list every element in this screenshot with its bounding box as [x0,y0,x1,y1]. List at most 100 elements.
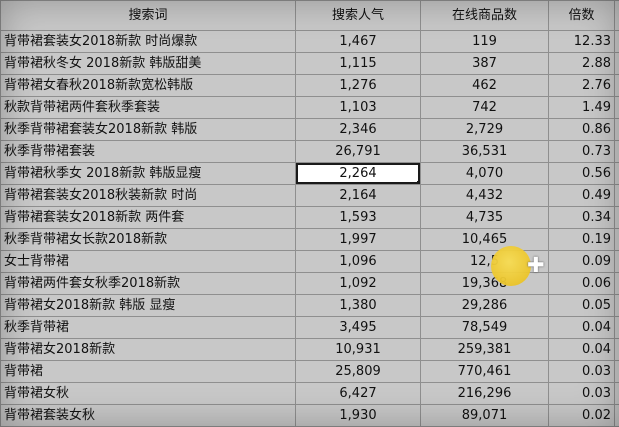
cell-search-term[interactable]: 背带裙套装女2018新款 时尚爆款 [0,30,296,53]
cell-search-term[interactable]: 秋款背带裙两件套秋季套装 [0,96,296,119]
cell-ratio[interactable]: 12.33 [548,30,615,53]
cell-product-count[interactable]: 742 [420,96,549,119]
cell-search-term[interactable]: 背带裙两件套女秋季2018新款 [0,272,296,295]
cell-next-column-sliver [614,30,619,53]
cell-search-term[interactable]: 背带裙秋冬女 2018新款 韩版甜美 [0,52,296,75]
table-row: 秋款背带裙两件套秋季套装 1,103 742 1.49 [0,96,619,119]
cell-next-column-sliver [614,184,619,207]
cell-product-count[interactable]: 4,070 [420,162,549,185]
table-row: 秋季背带裙套装 26,791 36,531 0.73 [0,140,619,163]
cell-ratio[interactable]: 1.49 [548,96,615,119]
table-body: 背带裙套装女2018新款 时尚爆款 1,467 119 12.33 背带裙秋冬女… [0,30,619,427]
cell-search-popularity[interactable]: 1,092 [295,272,421,295]
cell-ratio[interactable]: 0.49 [548,184,615,207]
cell-ratio[interactable]: 0.05 [548,294,615,317]
table-row: 背带裙套装女2018新款 两件套 1,593 4,735 0.34 [0,206,619,229]
cell-search-popularity[interactable]: 1,096 [295,250,421,273]
cell-search-popularity[interactable]: 10,931 [295,338,421,361]
cell-next-column-sliver [614,338,619,361]
cell-ratio[interactable]: 0.19 [548,228,615,251]
cell-search-term[interactable]: 女士背带裙 [0,250,296,273]
cell-product-count[interactable]: 216,296 [420,382,549,405]
cell-product-count[interactable]: 89,071 [420,404,549,427]
table-row: 背带裙套装女2018秋装新款 时尚 2,164 4,432 0.49 [0,184,619,207]
cell-next-column-sliver [614,162,619,185]
cell-product-count[interactable]: 2,729 [420,118,549,141]
cell-search-term[interactable]: 秋季背带裙套装女2018新款 韩版 [0,118,296,141]
cell-search-term[interactable]: 背带裙女春秋2018新款宽松韩版 [0,74,296,97]
cell-search-popularity[interactable]: 2,164 [295,184,421,207]
cell-search-popularity[interactable]: 1,467 [295,30,421,53]
cell-ratio[interactable]: 0.03 [548,360,615,383]
header-next-column-sliver [614,0,619,31]
cell-ratio[interactable]: 2.76 [548,74,615,97]
cell-product-count[interactable]: 770,461 [420,360,549,383]
cell-search-term[interactable]: 背带裙套装女秋 [0,404,296,427]
cell-search-term[interactable]: 背带裙女2018新款 [0,338,296,361]
cell-search-term[interactable]: 背带裙套装女2018秋装新款 时尚 [0,184,296,207]
cell-product-count[interactable]: 387 [420,52,549,75]
cell-search-term[interactable]: 背带裙 [0,360,296,383]
header-search-term[interactable]: 搜索词 [0,0,296,31]
cell-ratio[interactable]: 0.06 [548,272,615,295]
cell-product-count[interactable]: 119 [420,30,549,53]
table-row: 背带裙女秋 6,427 216,296 0.03 [0,382,619,405]
cell-ratio[interactable]: 0.04 [548,338,615,361]
cell-product-count[interactable]: 12,5 [420,250,549,273]
table-row: 女士背带裙 1,096 12,5 0.09 [0,250,619,273]
cell-next-column-sliver [614,294,619,317]
header-row: 搜索词 搜索人气 在线商品数 倍数 [0,0,619,31]
cell-search-popularity[interactable]: 1,103 [295,96,421,119]
cell-search-term[interactable]: 背带裙女秋 [0,382,296,405]
table-row: 背带裙女2018新款 韩版 显瘦 1,380 29,286 0.05 [0,294,619,317]
cell-search-popularity[interactable]: 3,495 [295,316,421,339]
cell-ratio[interactable]: 0.09 [548,250,615,273]
cell-search-popularity[interactable]: 1,930 [295,404,421,427]
cell-ratio[interactable]: 2.88 [548,52,615,75]
cell-search-term[interactable]: 背带裙女2018新款 韩版 显瘦 [0,294,296,317]
table-row: 背带裙女春秋2018新款宽松韩版 1,276 462 2.76 [0,74,619,97]
cell-search-popularity[interactable]: 2,346 [295,118,421,141]
cell-next-column-sliver [614,250,619,273]
header-product-count[interactable]: 在线商品数 [420,0,549,31]
cell-next-column-sliver [614,96,619,119]
cell-search-term[interactable]: 秋季背带裙女长款2018新款 [0,228,296,251]
cell-search-popularity[interactable]: 1,115 [295,52,421,75]
cell-search-term[interactable]: 秋季背带裙 [0,316,296,339]
cell-search-popularity[interactable]: 1,593 [295,206,421,229]
cell-ratio[interactable]: 0.56 [548,162,615,185]
cell-ratio[interactable]: 0.73 [548,140,615,163]
cell-next-column-sliver [614,206,619,229]
table-row: 秋季背带裙女长款2018新款 1,997 10,465 0.19 [0,228,619,251]
cell-product-count[interactable]: 4,735 [420,206,549,229]
cell-search-popularity[interactable]: 26,791 [295,140,421,163]
cell-ratio[interactable]: 0.02 [548,404,615,427]
cell-ratio[interactable]: 0.04 [548,316,615,339]
cell-ratio[interactable]: 0.03 [548,382,615,405]
table-row: 秋季背带裙套装女2018新款 韩版 2,346 2,729 0.86 [0,118,619,141]
cell-search-popularity[interactable]: 25,809 [295,360,421,383]
cell-search-popularity[interactable]: 1,276 [295,74,421,97]
cell-next-column-sliver [614,272,619,295]
cell-search-term[interactable]: 背带裙秋季女 2018新款 韩版显瘦 [0,162,296,185]
cell-ratio[interactable]: 0.34 [548,206,615,229]
cell-product-count[interactable]: 19,368 [420,272,549,295]
cell-product-count[interactable]: 29,286 [420,294,549,317]
cell-product-count[interactable]: 36,531 [420,140,549,163]
cell-product-count[interactable]: 10,465 [420,228,549,251]
cell-search-popularity[interactable]: 1,997 [295,228,421,251]
cell-search-popularity[interactable]: 1,380 [295,294,421,317]
cell-product-count[interactable]: 78,549 [420,316,549,339]
cell-search-popularity[interactable]: 6,427 [295,382,421,405]
header-search-popularity[interactable]: 搜索人气 [295,0,421,31]
cell-product-count[interactable]: 4,432 [420,184,549,207]
header-ratio[interactable]: 倍数 [548,0,615,31]
cell-product-count[interactable]: 259,381 [420,338,549,361]
cell-product-count[interactable]: 462 [420,74,549,97]
cell-search-popularity[interactable]: 2,264 [295,162,421,185]
cell-search-term[interactable]: 背带裙套装女2018新款 两件套 [0,206,296,229]
cell-ratio[interactable]: 0.86 [548,118,615,141]
cell-search-term[interactable]: 秋季背带裙套装 [0,140,296,163]
cell-next-column-sliver [614,228,619,251]
